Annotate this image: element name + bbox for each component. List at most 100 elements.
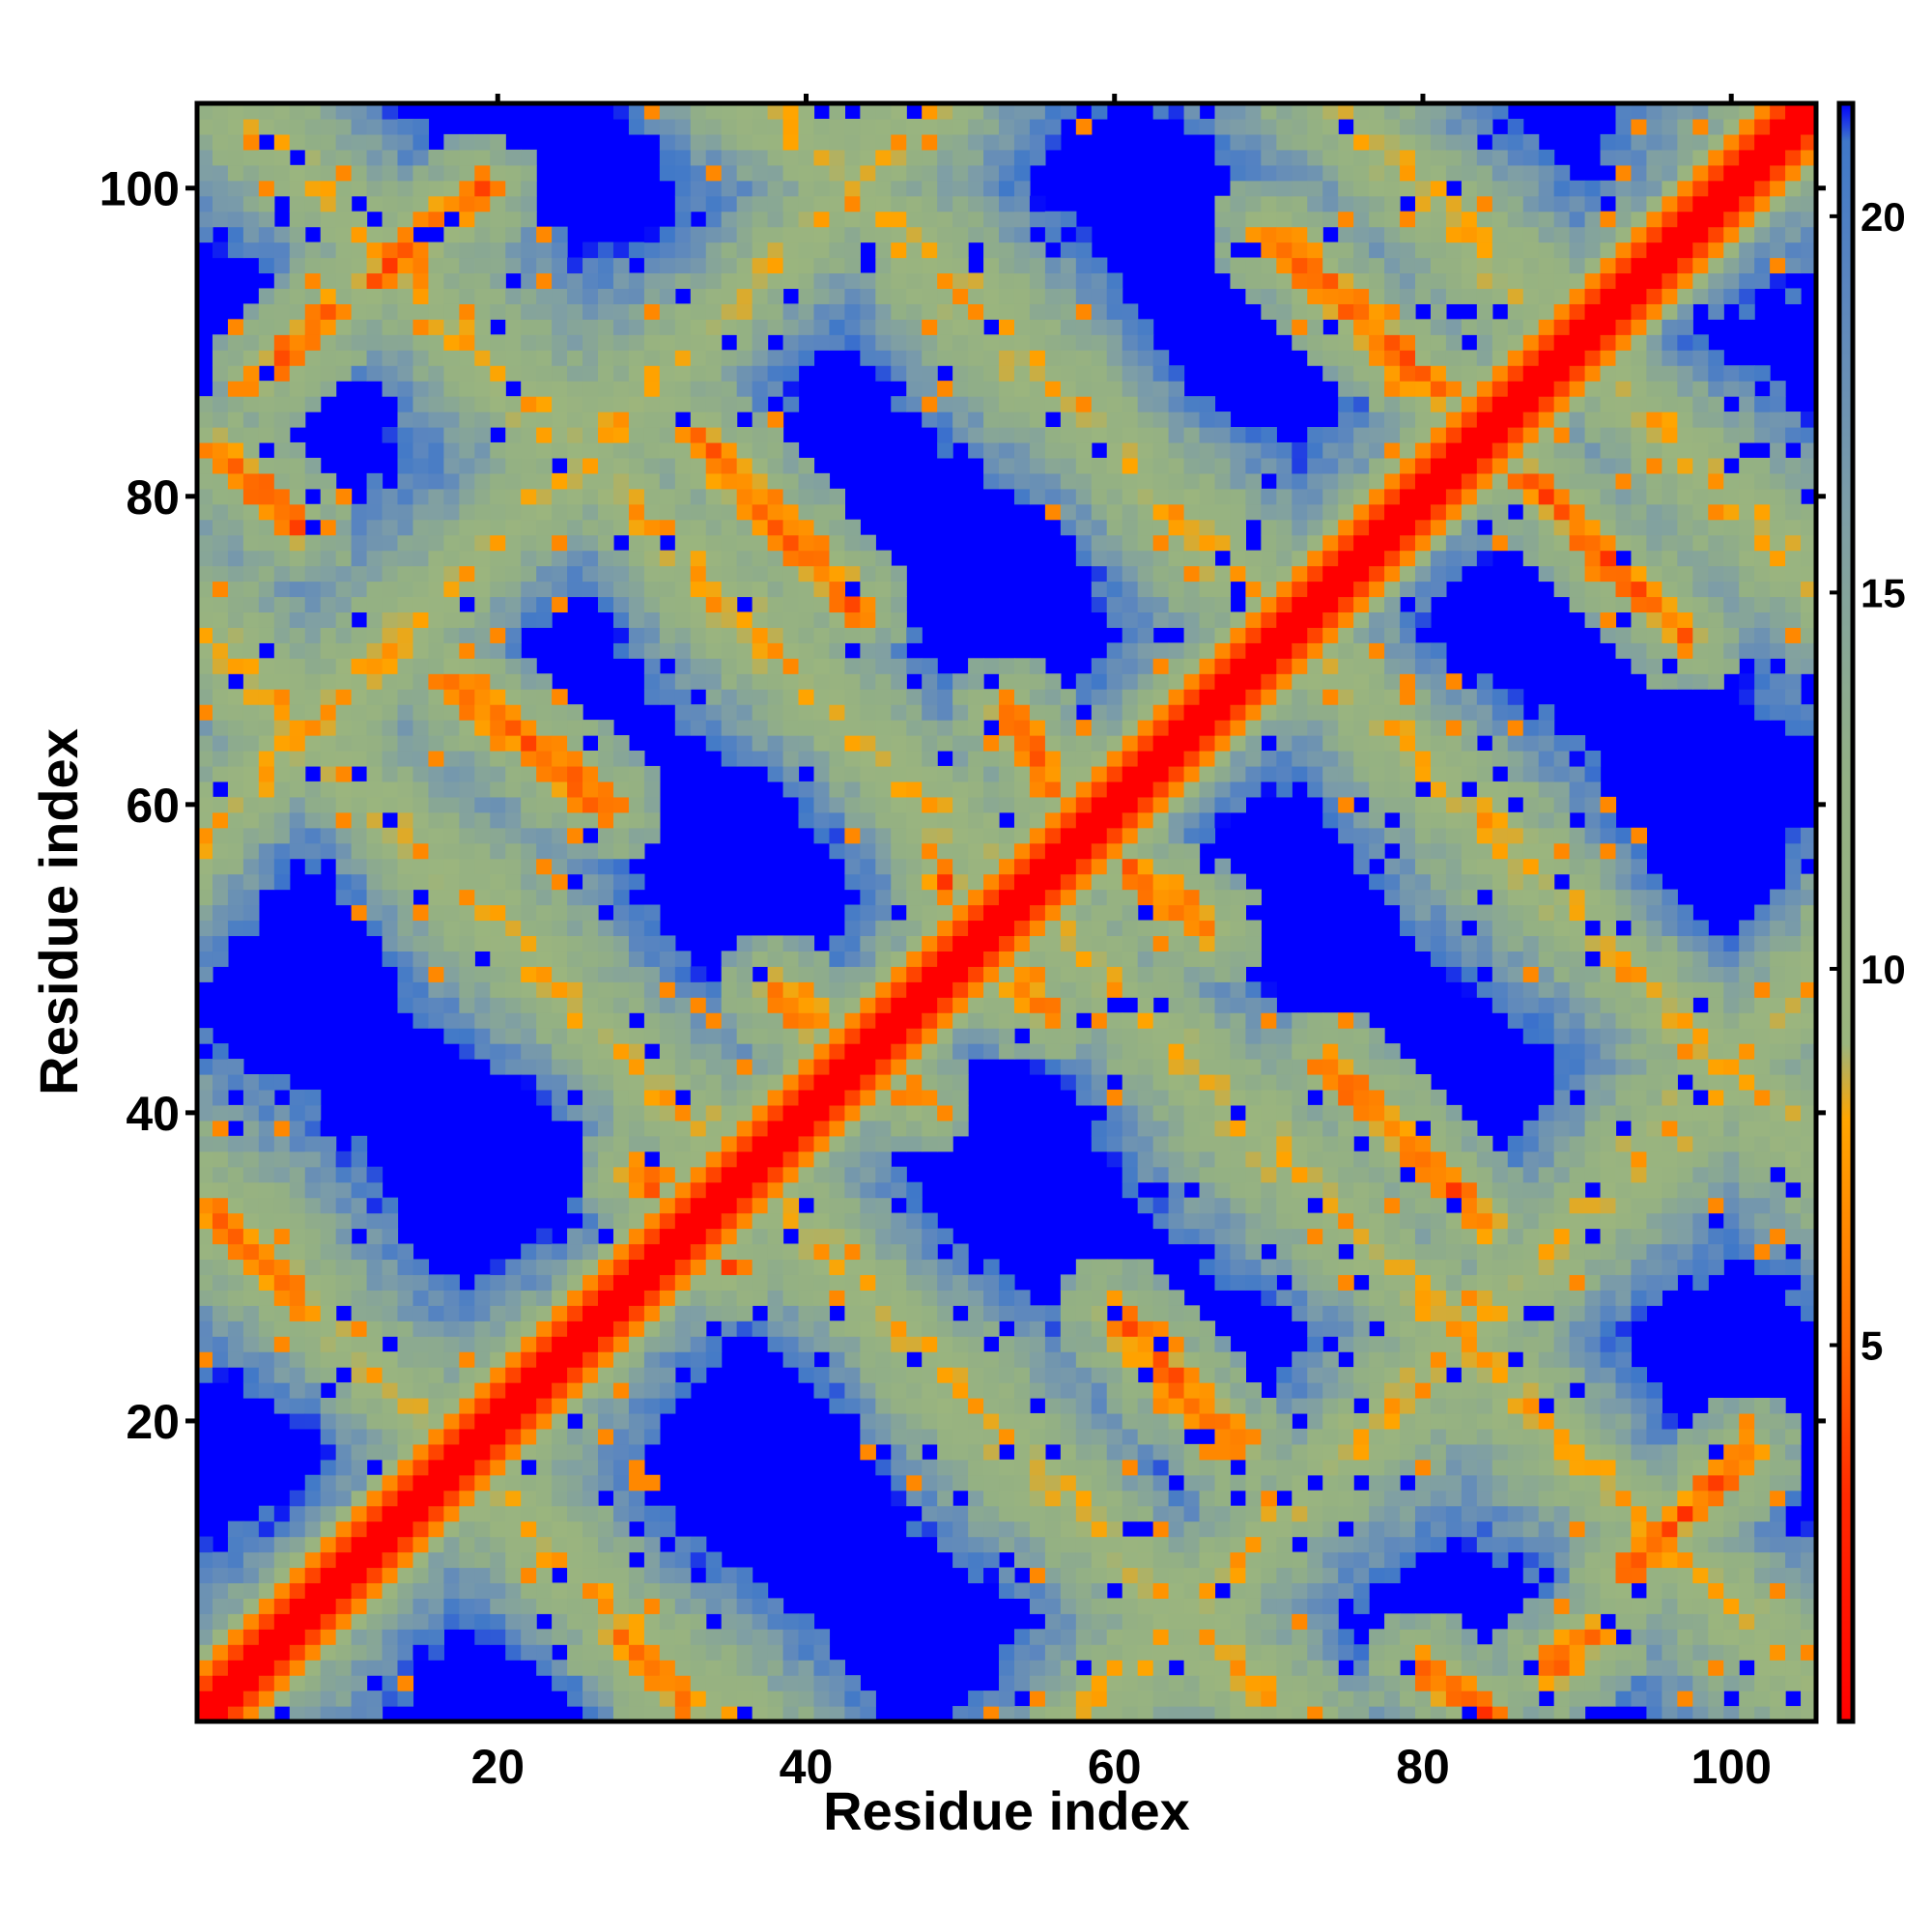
heatmap-cell: [782, 472, 800, 490]
heatmap-cell: [258, 735, 275, 752]
heatmap-cell: [552, 796, 568, 813]
heatmap-cell: [412, 1505, 430, 1522]
heatmap-cell: [798, 1690, 815, 1707]
heatmap-cell: [968, 827, 984, 844]
heatmap-cell: [937, 811, 953, 829]
heatmap-cell: [552, 1367, 568, 1383]
heatmap-cell: [1137, 735, 1154, 752]
heatmap-cell: [659, 565, 676, 582]
heatmap-cell: [1075, 811, 1093, 829]
heatmap-cell: [304, 303, 322, 320]
heatmap-cell: [922, 1012, 938, 1029]
heatmap-cell: [721, 242, 738, 259]
heatmap-cell: [273, 488, 291, 505]
heatmap-cell: [1152, 1675, 1170, 1691]
heatmap-cell: [443, 596, 460, 613]
heatmap-cell: [412, 1443, 430, 1461]
heatmap-cell: [304, 1274, 322, 1291]
heatmap-cell: [443, 1382, 460, 1399]
heatmap-cell: [1106, 642, 1123, 659]
heatmap-cell: [721, 350, 738, 366]
heatmap-cell: [983, 257, 1000, 274]
heatmap-cell: [674, 1582, 692, 1599]
heatmap-cell: [1137, 1428, 1154, 1445]
heatmap-cell: [397, 1675, 414, 1691]
heatmap-cell: [906, 303, 923, 320]
heatmap-cell: [459, 381, 475, 397]
heatmap-cell: [705, 658, 723, 674]
heatmap-cell: [536, 811, 553, 829]
heatmap-cell: [875, 149, 892, 166]
heatmap-cell: [197, 1336, 213, 1352]
heatmap-cell: [690, 180, 707, 197]
heatmap-cell: [767, 412, 784, 428]
heatmap-cell: [443, 689, 460, 705]
heatmap-cell: [490, 1290, 506, 1306]
heatmap-cell: [736, 658, 753, 674]
heatmap-cell: [968, 133, 984, 151]
heatmap-cell: [690, 472, 707, 490]
heatmap-cell: [674, 1197, 692, 1214]
heatmap-cell: [212, 673, 229, 690]
heatmap-cell: [844, 1398, 861, 1414]
heatmap-cell: [844, 1074, 861, 1091]
heatmap-cell: [906, 1459, 923, 1476]
heatmap-cell: [521, 164, 537, 182]
heatmap-cell: [1091, 765, 1108, 782]
heatmap-cell: [659, 1675, 676, 1691]
heatmap-cell: [351, 873, 368, 891]
heatmap-cell: [860, 981, 876, 998]
heatmap-cell: [1091, 350, 1108, 366]
heatmap-cell: [829, 1675, 845, 1691]
heatmap-cell: [1106, 565, 1123, 582]
heatmap-cell: [612, 1012, 630, 1029]
heatmap-cell: [335, 257, 353, 274]
heatmap-cell: [798, 997, 815, 1013]
heatmap-cell: [1044, 796, 1062, 813]
heatmap-cell: [304, 1151, 322, 1168]
heatmap-cell: [752, 412, 769, 428]
heatmap-cell: [1137, 1613, 1154, 1630]
heatmap-cell: [690, 1166, 707, 1183]
heatmap-cell: [628, 611, 645, 628]
heatmap-cell: [829, 611, 845, 628]
heatmap-cell: [304, 596, 322, 613]
heatmap-cell: [258, 1166, 275, 1183]
heatmap-cell: [428, 488, 444, 505]
heatmap-cell: [335, 519, 353, 536]
heatmap-cell: [227, 1629, 244, 1645]
heatmap-cell: [582, 1151, 599, 1168]
heatmap-cell: [937, 1398, 953, 1414]
heatmap-cell: [351, 1305, 368, 1321]
heatmap-cell: [521, 1382, 537, 1399]
heatmap-cell: [320, 596, 337, 613]
heatmap-cell: [474, 1629, 491, 1645]
heatmap-cell: [273, 365, 291, 382]
heatmap-cell: [906, 704, 923, 721]
heatmap-cell: [320, 133, 337, 151]
heatmap-cell: [582, 1382, 599, 1399]
heatmap-cell: [705, 1120, 723, 1137]
heatmap-cell: [242, 1259, 260, 1275]
heatmap-cell: [752, 1660, 769, 1676]
heatmap-cell: [505, 350, 522, 366]
heatmap-cell: [304, 1336, 322, 1352]
heatmap-cell: [412, 412, 430, 428]
heatmap-cell: [552, 1675, 568, 1691]
heatmap-cell: [844, 1043, 861, 1060]
heatmap-cell: [999, 1367, 1015, 1383]
heatmap-cell: [767, 1321, 784, 1337]
heatmap-cell: [382, 1259, 399, 1275]
heatmap-cell: [798, 565, 815, 582]
heatmap-cell: [443, 334, 460, 351]
heatmap-cell: [643, 904, 661, 922]
heatmap-cell: [659, 164, 676, 182]
heatmap-cell: [258, 1321, 275, 1337]
heatmap-cell: [1060, 1074, 1077, 1091]
heatmap-cell: [1137, 1474, 1154, 1492]
heatmap-cell: [983, 164, 1000, 182]
heatmap-cell: [1152, 966, 1170, 982]
heatmap-cell: [582, 503, 599, 521]
heatmap-cell: [242, 1629, 260, 1645]
heatmap-cell: [505, 534, 522, 552]
